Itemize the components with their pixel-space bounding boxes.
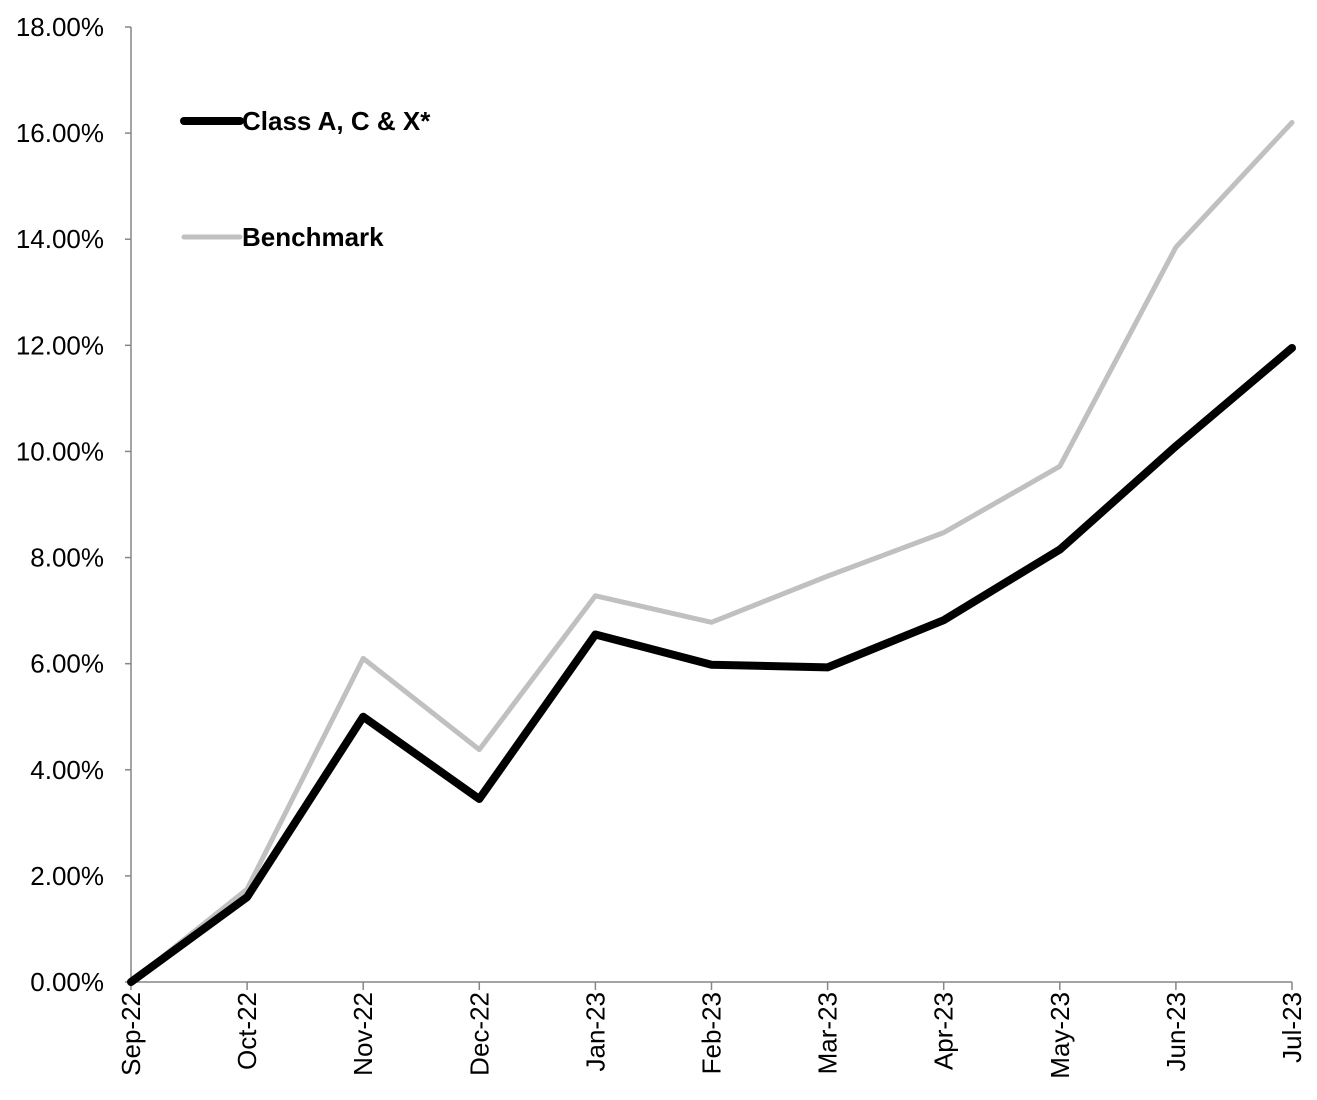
- x-tick-label: Apr-23: [929, 992, 959, 1070]
- y-tick-label: 2.00%: [30, 861, 104, 891]
- x-tick-label: Oct-22: [232, 992, 262, 1070]
- legend-label-class: Class A, C & X*: [242, 106, 431, 136]
- y-tick-label: 14.00%: [16, 224, 104, 254]
- y-tick-label: 4.00%: [30, 755, 104, 785]
- y-tick-label: 10.00%: [16, 436, 104, 466]
- series-line-class: [127, 343, 1296, 986]
- x-tick-label: Nov-22: [348, 992, 378, 1076]
- axes: 0.00% 2.00% 4.00% 6.00% 8.00% 10.00% 12.00% 14.…: [16, 12, 1307, 1079]
- x-tick-label: May-23: [1045, 992, 1075, 1079]
- x-tick-label: Dec-22: [464, 992, 494, 1076]
- x-tick-label: Feb-23: [697, 992, 727, 1074]
- legend-label-benchmark: Benchmark: [242, 222, 384, 252]
- y-tick-label: 16.00%: [16, 118, 104, 148]
- x-tick-label: Jul-23: [1277, 992, 1307, 1063]
- y-tick-label: 6.00%: [30, 649, 104, 679]
- y-tick-label: 0.00%: [30, 967, 104, 997]
- x-tick-label: Sep-22: [116, 992, 146, 1076]
- y-tick-label: 18.00%: [16, 12, 104, 42]
- x-tick-label: Jun-23: [1161, 992, 1191, 1072]
- x-tick-label: Mar-23: [813, 992, 843, 1074]
- y-tick-label: 8.00%: [30, 543, 104, 573]
- series-line-benchmark: [128, 120, 1295, 985]
- legend: Class A, C & X* Benchmark: [180, 106, 431, 252]
- y-tick-label: 12.00%: [16, 330, 104, 360]
- x-tick-label: Jan-23: [580, 992, 610, 1072]
- series-layer: [127, 120, 1296, 986]
